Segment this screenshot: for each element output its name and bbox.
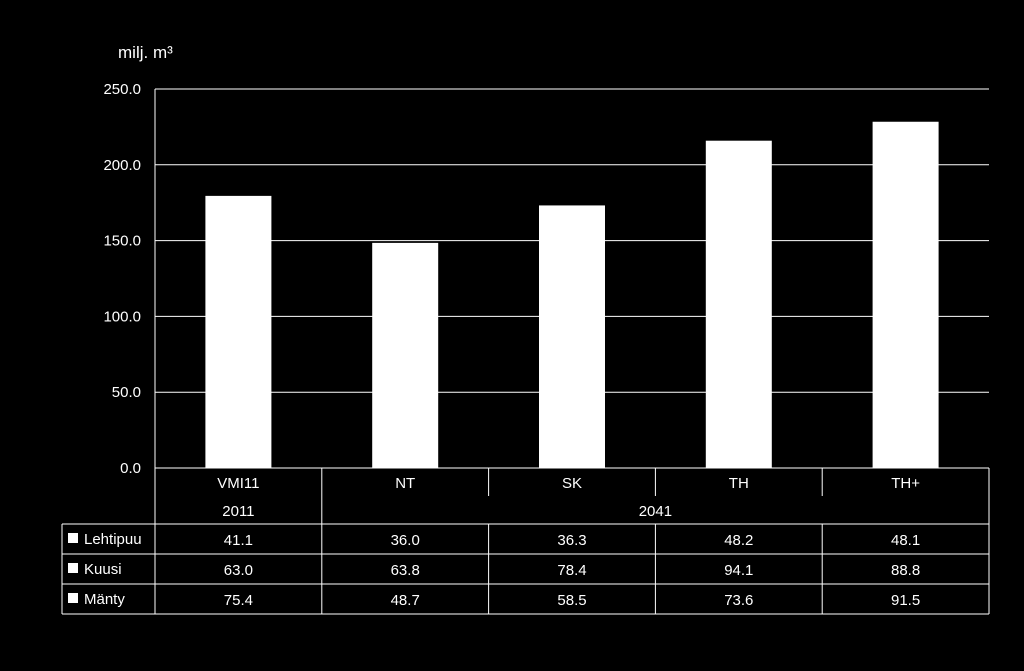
data-label: 63.0 xyxy=(224,562,253,579)
legend-swatch xyxy=(68,593,78,603)
x-group-label: 2041 xyxy=(639,503,672,520)
series-label: Mänty xyxy=(84,591,125,608)
bar xyxy=(539,205,605,468)
bar xyxy=(205,195,272,469)
x-tick-label: NT xyxy=(395,475,415,492)
data-label: 78.4 xyxy=(557,562,586,579)
data-label: 73.6 xyxy=(724,592,753,609)
data-label: 48.7 xyxy=(391,592,420,609)
series-label: Kuusi xyxy=(84,561,122,578)
bar xyxy=(872,121,939,468)
data-label: 75.4 xyxy=(224,592,253,609)
data-label: 58.5 xyxy=(557,592,586,609)
bar xyxy=(705,140,772,468)
bars xyxy=(205,121,939,469)
data-label: 48.2 xyxy=(724,532,753,549)
legend-swatch xyxy=(68,533,78,543)
y-tick-label: 0.0 xyxy=(120,460,141,477)
data-label: 36.0 xyxy=(391,532,420,549)
legend-swatch xyxy=(68,563,78,573)
data-label: 36.3 xyxy=(557,532,586,549)
x-tick-label: TH xyxy=(729,475,749,492)
data-table: VMI11 NT SK TH TH+ 2011 2041 Lehtipuu 41.1 36.0 36… xyxy=(61,468,990,615)
y-tick-label: 250.0 xyxy=(103,81,141,98)
data-label: 48.1 xyxy=(891,532,920,549)
y-tick-labels: 0.0 50.0 100.0 150.0 200.0 250.0 xyxy=(103,81,141,477)
x-tick-label: VMI11 xyxy=(217,475,259,492)
bar xyxy=(372,242,439,468)
data-label: 88.8 xyxy=(891,562,920,579)
data-label: 63.8 xyxy=(391,562,420,579)
x-tick-label: TH+ xyxy=(891,475,920,492)
x-tick-label: SK xyxy=(562,475,582,492)
y-tick-label: 200.0 xyxy=(103,157,141,174)
data-label: 91.5 xyxy=(891,592,920,609)
data-label: 94.1 xyxy=(724,562,753,579)
x-group-label: 2011 xyxy=(222,503,254,520)
data-label: 41.1 xyxy=(224,532,253,549)
y-tick-label: 100.0 xyxy=(103,308,141,325)
y-tick-label: 150.0 xyxy=(103,233,141,250)
y-axis-label: milj. m³ xyxy=(118,43,173,62)
y-tick-label: 50.0 xyxy=(112,384,141,401)
series-label: Lehtipuu xyxy=(84,531,142,548)
